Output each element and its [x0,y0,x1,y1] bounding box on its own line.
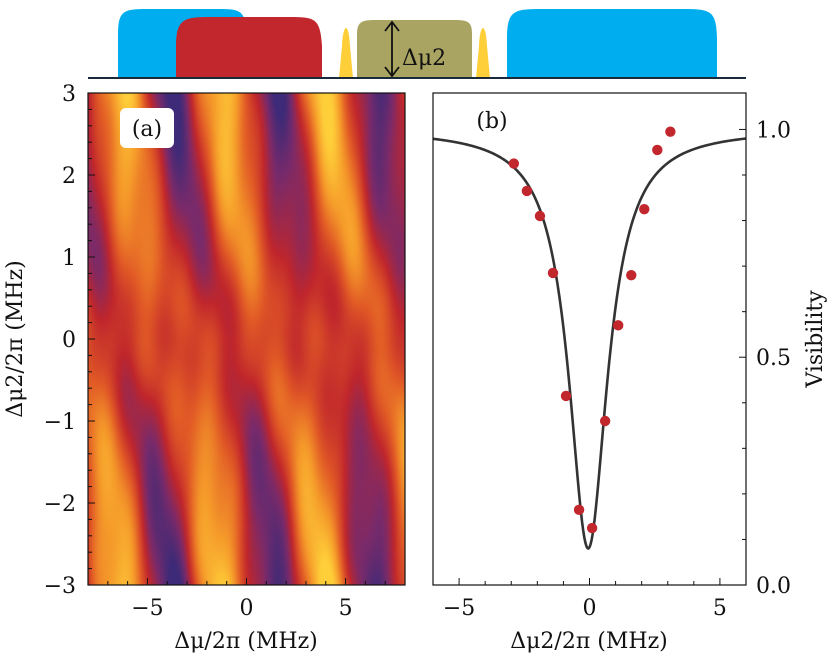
panel-a: −5 0 5 −3 −2 −1 0 1 2 3 (a) Δμ/2π (MHz) Δμ2/2π (M… [3,82,406,654]
panel-a-label-box [120,108,174,148]
panel-b: −5 0 5 0.0 0.5 1.0 (b) Δμ2/2π (MHz) Visibilit… [432,92,828,654]
detuning-arrow [384,20,400,78]
data-point [665,126,676,137]
data-point [560,390,572,402]
panel-b-points [508,126,676,534]
data-point [508,158,520,169]
panel-a-ytick-label: 1 [62,246,76,271]
detuning-arrow-label: Δμ2 [402,46,446,71]
data-point [534,210,546,222]
panel-a-ytick-label: −1 [44,410,76,435]
panel-a-xtick-label: 5 [339,596,353,621]
pulse-yellow-right [476,28,490,78]
panel-b-xlabel: Δμ2/2π (MHz) [510,629,668,654]
panel-b-label: (b) [476,109,507,134]
panel-a-ticks: −5 0 5 −3 −2 −1 0 1 2 3 [44,82,406,621]
panel-b-ylabel: Visibility [803,290,828,389]
data-point [626,270,637,281]
data-point [547,267,559,279]
panel-b-ticks: −5 0 5 0.0 0.5 1.0 [432,118,791,621]
pulse-olive [357,20,472,78]
pulse-blue-right [507,9,717,78]
data-point [586,522,598,534]
data-point [639,203,650,215]
panel-a-ytick-label: 0 [62,328,76,353]
data-point [573,504,585,516]
data-point [599,415,611,427]
panel-a-xtick-label: 0 [240,596,254,621]
panel-b-ytick-label: 1.0 [756,118,791,143]
panel-b-frame [432,92,747,586]
panel-b-xtick-label: −5 [443,596,475,621]
pulse-diagram: Δμ2 [88,9,746,79]
data-point [652,144,663,156]
fit-curve [433,137,746,551]
panel-b-ytick-label: 0.0 [756,574,791,599]
panel-a-ytick-label: 2 [62,164,76,189]
panel-a-ytick-label: −2 [44,492,76,517]
data-point [521,185,533,197]
panel-a-xlabel: Δμ/2π (MHz) [174,629,318,654]
panel-a-xtick-label: −5 [131,596,163,621]
panel-b-ytick-label: 0.5 [756,346,791,371]
pulse-yellow-left [339,28,353,78]
panel-a-ylabel: Δμ2/2π (MHz) [3,260,28,418]
panel-b-xtick-label: 5 [713,596,727,621]
pulse-red [176,17,322,78]
heatmap-image [88,93,405,585]
panel-a-label: (a) [132,117,162,142]
data-point [612,320,624,331]
panel-b-xtick-label: 0 [583,596,597,621]
panel-a-ytick-label: 3 [62,82,76,107]
panel-a-ytick-label: −3 [44,574,76,599]
